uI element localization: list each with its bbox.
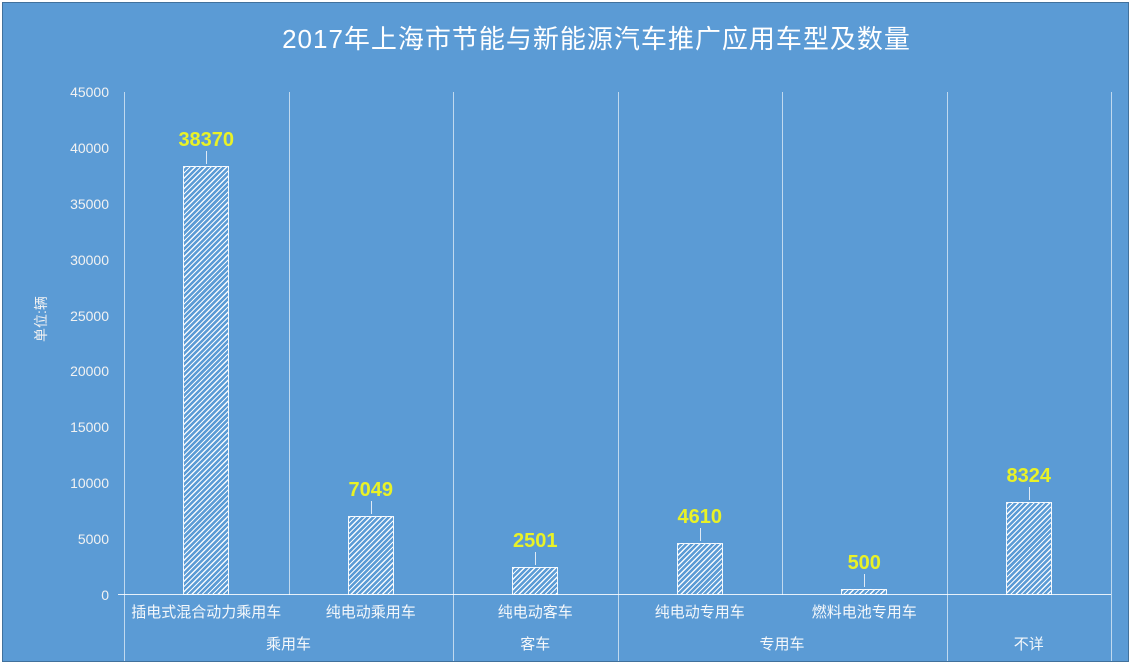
label-leader-line [864,574,866,587]
bar-data-label: 7049 [348,479,394,501]
y-axis-tick-label: 5000 [77,531,109,548]
group-label: 不详 [1013,636,1044,653]
plot-area: 38370 7049 2501 4610 500 8324 [118,92,1112,595]
y-axis-tick-label: 10000 [70,475,109,492]
chart-title: 2017年上海市节能与新能源汽车推广应用车型及数量 [282,24,911,54]
group-separator-line [617,595,619,661]
group-label: 客车 [520,636,551,653]
category-label: 插电式混合动力乘用车 [131,604,282,621]
category-label: 燃料电池专用车 [811,604,917,621]
label-leader-line [370,501,372,514]
group-label: 乘用车 [265,636,311,653]
bar [512,567,559,595]
y-axis-tick-label: 30000 [70,251,109,268]
bar [183,166,230,595]
group-label: 专用车 [759,636,805,653]
x-axis-line [118,594,1111,595]
category-gridline [946,92,948,595]
group-separator-line [946,595,948,661]
bar-data-label: 8324 [1006,465,1052,487]
bar [676,543,723,595]
category-gridline [288,92,290,595]
y-axis-tick-label: 45000 [70,84,109,100]
y-axis-tick-label: 35000 [70,195,109,212]
category-label: 纯电动客车 [497,604,573,621]
y-axis-tick-label: 20000 [70,363,109,380]
label-leader-line [699,528,701,541]
label-leader-line [535,552,537,565]
category-gridline [453,92,454,595]
bar-data-label: 2501 [513,530,558,552]
bar-data-label: 500 [847,552,881,574]
category-gridline [782,92,783,595]
group-separator-line [453,595,454,661]
y-axis-tick-label: 25000 [70,307,109,324]
x-axis-label-area: 插电式混合动力乘用车 纯电动乘用车 纯电动客车 纯电动专用车 燃料电池专用车乘用车 客车 专… [124,595,1112,661]
bar [1005,502,1052,595]
y-axis-tick-label: 40000 [70,139,109,156]
bar [347,516,394,595]
group-separator-line [1111,595,1112,661]
category-label: 纯电动乘用车 [325,604,416,621]
group-separator-line [124,595,125,661]
category-gridline [1111,92,1112,595]
y-axis-tick-label: 15000 [70,419,109,436]
bar [841,589,888,595]
category-label [947,603,1112,623]
y-axis-tick-label: 0 [101,587,109,603]
label-leader-line [1028,487,1030,500]
bar-data-label: 38370 [178,129,235,151]
category-label: 纯电动专用车 [654,604,745,621]
category-gridline [124,92,125,595]
label-leader-line [206,151,208,164]
category-gridline [617,92,619,595]
bar-data-label: 4610 [677,506,723,528]
